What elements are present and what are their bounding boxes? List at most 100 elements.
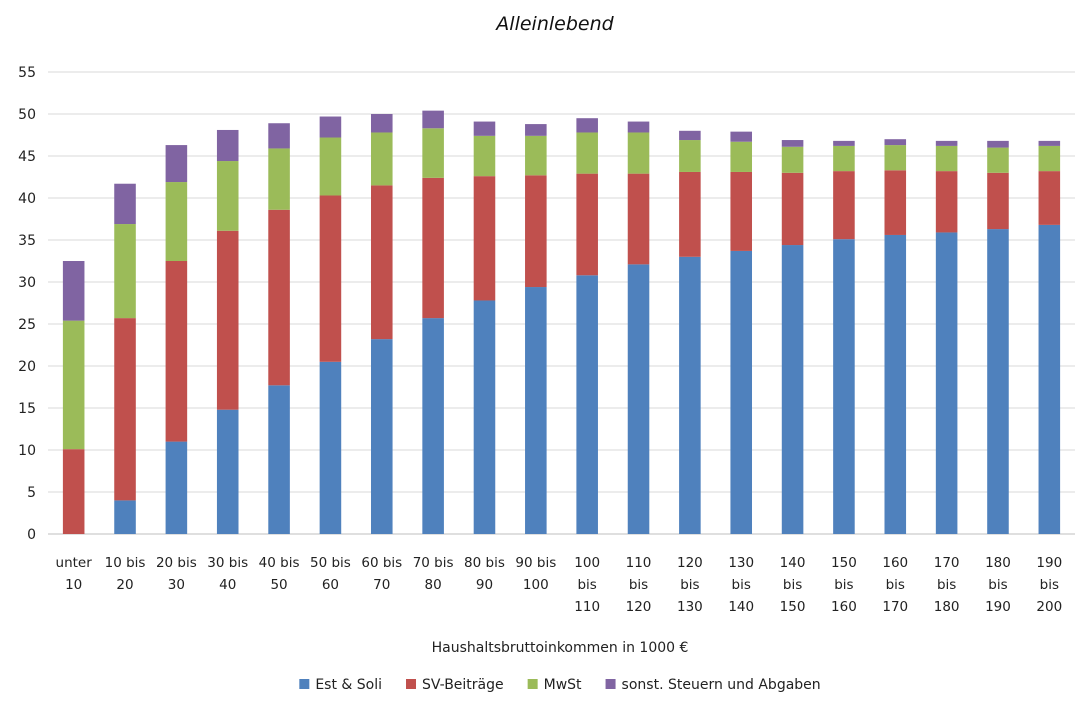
y-tick-label: 45 — [18, 149, 36, 165]
bar-segment — [268, 209, 290, 386]
bar-segment — [370, 132, 393, 186]
bar-segment — [165, 145, 188, 183]
bar-segment — [627, 132, 650, 174]
bar-segment — [730, 250, 753, 535]
y-tick-label: 20 — [18, 359, 36, 375]
bar-segment — [576, 118, 598, 133]
x-axis-tick-labels: unter 10 10 bis 20 20 bis 30 30 bis 40 40 bis 50 5… — [56, 555, 1063, 615]
bar-segment — [473, 176, 496, 301]
bars — [62, 110, 1061, 535]
bar-segment — [730, 131, 753, 142]
bar-segment — [1038, 224, 1061, 534]
bar-segment — [370, 185, 393, 340]
bar-segment — [319, 195, 342, 362]
bar-segment — [884, 139, 907, 146]
bar-segment — [216, 409, 239, 534]
bar-segment — [422, 128, 444, 178]
bar-segment — [216, 129, 239, 162]
x-tick-label: 60 bis 70 — [361, 555, 402, 593]
bar-segment — [576, 132, 598, 174]
bar-segment — [473, 135, 496, 177]
x-tick-label: unter 10 — [56, 555, 93, 593]
bar-segment — [62, 320, 85, 450]
bar-segment — [422, 318, 444, 534]
x-tick-label: 110 bis 120 — [626, 555, 652, 615]
chart-title: Alleinlebend — [494, 13, 614, 35]
bar-segment — [576, 275, 598, 534]
bar-segment — [165, 261, 188, 442]
bar-segment — [422, 177, 444, 319]
x-tick-label: 90 bis 100 — [515, 555, 556, 593]
bar-segment — [114, 318, 136, 501]
gridlines — [48, 71, 1075, 535]
y-tick-label: 0 — [27, 527, 36, 543]
bar-segment — [268, 385, 290, 534]
legend: Est & Soli SV-Beiträge MwSt sonst. Steuern … — [299, 677, 821, 693]
y-tick-label: 35 — [18, 233, 36, 249]
x-tick-label: 70 bis 80 — [413, 555, 454, 593]
bar-segment — [679, 130, 701, 141]
bar-segment — [319, 137, 342, 196]
bar-segment — [935, 140, 958, 146]
legend-swatch — [527, 679, 538, 689]
bar-segment — [884, 234, 907, 534]
legend-swatch — [605, 679, 616, 689]
bar-segment — [370, 114, 393, 133]
bar-segment — [576, 173, 598, 276]
bar-segment — [422, 110, 444, 129]
x-tick-label: 160 bis 170 — [882, 555, 908, 615]
bar-segment — [268, 123, 290, 149]
bar-segment — [781, 172, 804, 246]
bar-segment — [833, 239, 855, 534]
legend-swatch — [406, 679, 417, 689]
bar-segment — [884, 145, 907, 171]
bar-segment — [935, 145, 958, 172]
y-tick-label: 10 — [18, 443, 36, 459]
bar-segment — [114, 183, 136, 225]
bar-segment — [627, 121, 650, 133]
bar-segment — [884, 170, 907, 235]
bar-segment — [627, 173, 650, 265]
bar-segment — [216, 230, 239, 410]
x-tick-label: 170 bis 180 — [934, 555, 960, 615]
bar-segment — [319, 116, 342, 138]
bar-segment — [525, 287, 547, 534]
legend-label: sonst. Steuern und Abgaben — [622, 677, 821, 693]
bar-segment — [114, 500, 136, 534]
bar-segment — [935, 171, 958, 233]
y-tick-label: 25 — [18, 317, 36, 333]
bar-segment — [1038, 171, 1061, 225]
x-tick-label: 130 bis 140 — [728, 555, 754, 615]
bar-segment — [1038, 140, 1061, 146]
x-tick-label: 190 bis 200 — [1036, 555, 1062, 615]
bar-segment — [987, 147, 1009, 173]
bar-segment — [525, 124, 547, 136]
x-tick-label: 40 bis 50 — [259, 555, 300, 593]
bar-segment — [781, 245, 804, 535]
y-tick-label: 15 — [18, 401, 36, 417]
legend-label: Est & Soli — [315, 677, 382, 693]
bar-segment — [319, 361, 342, 534]
bar-segment — [62, 449, 85, 534]
y-tick-label: 30 — [18, 275, 36, 291]
x-axis-label: Haushaltsbruttoinkommen in 1000 € — [432, 640, 689, 656]
legend-label: SV-Beiträge — [422, 677, 504, 693]
bar-segment — [781, 146, 804, 173]
bar-segment — [473, 121, 496, 136]
bar-segment — [114, 224, 136, 319]
legend-label: MwSt — [544, 677, 582, 693]
bar-segment — [473, 300, 496, 534]
bar-segment — [216, 161, 239, 231]
bar-segment — [987, 229, 1009, 534]
x-tick-label: 80 bis 90 — [464, 555, 505, 593]
bar-segment — [935, 232, 958, 534]
bar-segment — [679, 256, 701, 534]
bar-segment — [730, 171, 753, 251]
legend-swatch — [299, 679, 310, 689]
x-tick-label: 10 bis 20 — [105, 555, 146, 593]
x-tick-label: 180 bis 190 — [985, 555, 1011, 615]
bar-segment — [987, 172, 1009, 230]
y-tick-label: 40 — [18, 191, 36, 207]
y-tick-label: 55 — [18, 65, 36, 81]
